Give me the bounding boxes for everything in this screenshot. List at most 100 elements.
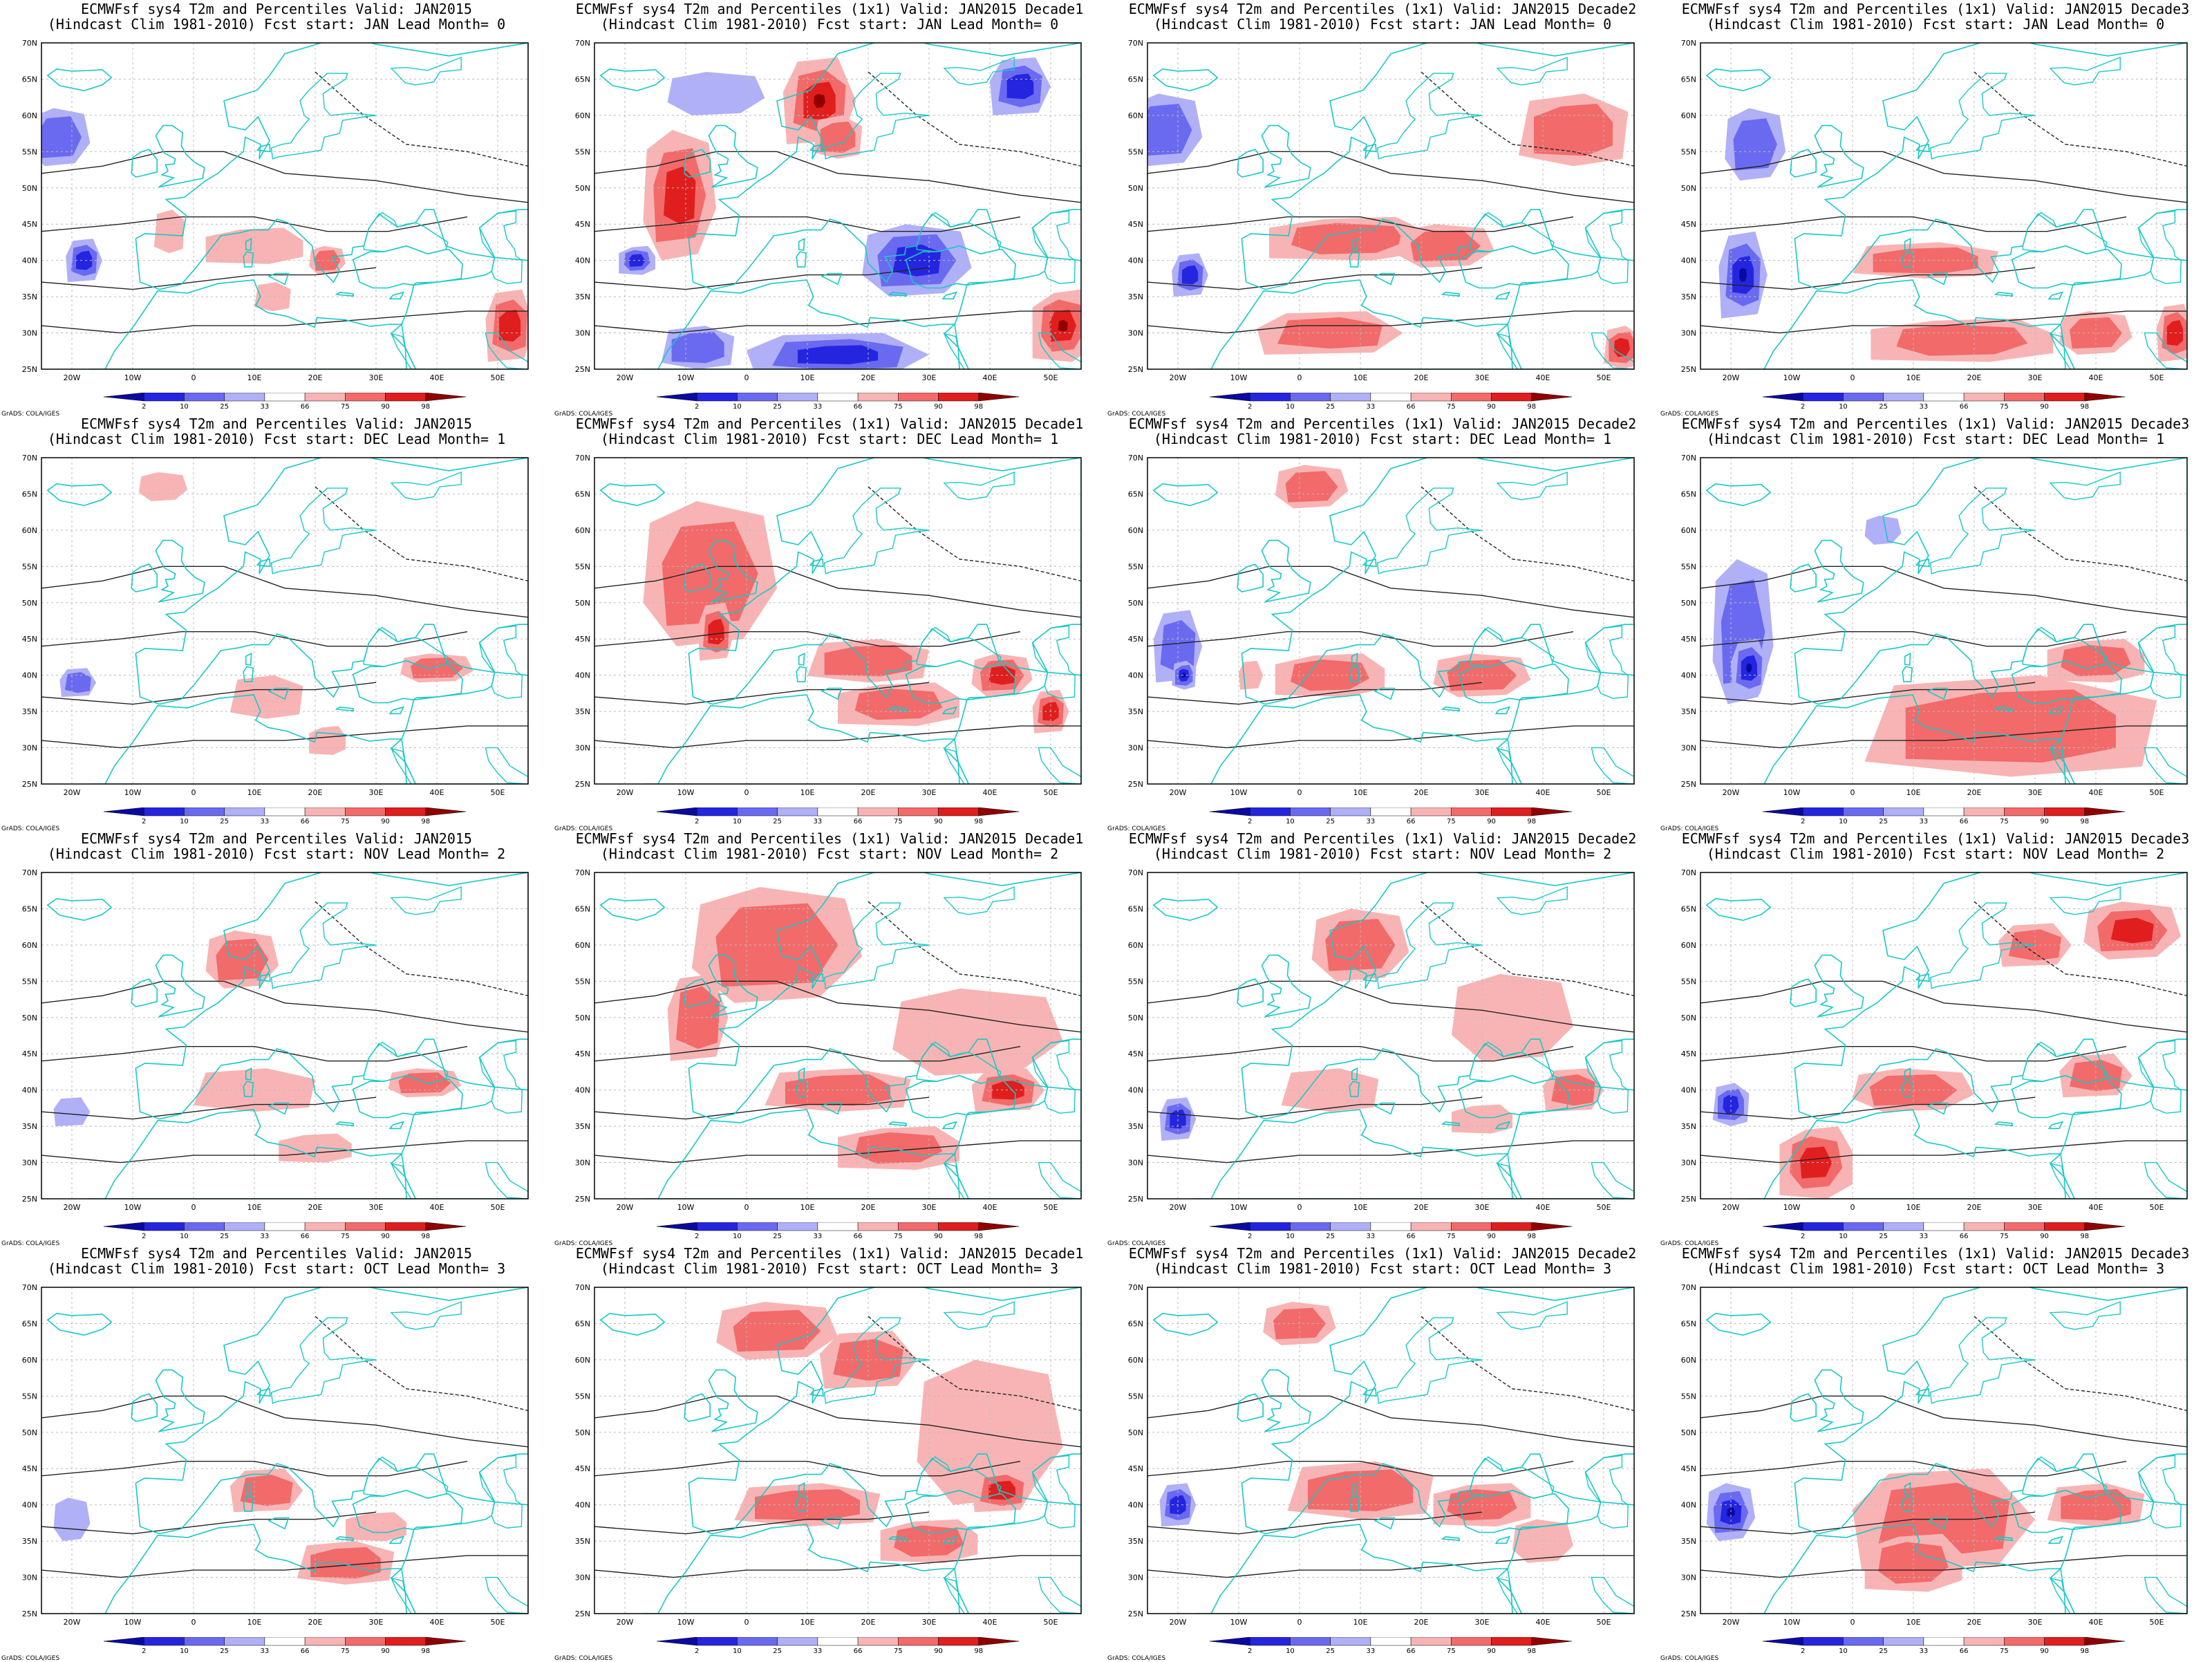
coastline	[1705, 483, 1772, 507]
map-frame	[41, 872, 529, 1199]
map-frame	[1147, 872, 1635, 1199]
coastline	[1374, 1102, 1396, 1115]
coastline	[1374, 687, 1396, 700]
lat-label: 30N	[1681, 1159, 1696, 1168]
coastline	[388, 706, 405, 715]
colorbar-label: 90	[1487, 818, 1496, 824]
temperature-contour	[1974, 901, 2187, 996]
lat-label: 60N	[575, 1356, 590, 1365]
coastline	[1152, 68, 1219, 92]
coastline	[2011, 245, 2122, 289]
coastline	[1441, 1121, 1461, 1126]
coastline	[256, 143, 271, 153]
coastline	[798, 1482, 805, 1495]
colorbar-cell	[345, 1222, 386, 1231]
lat-label: 55N	[1128, 147, 1143, 156]
coastline	[352, 245, 463, 289]
colorbar-cell	[1531, 1637, 1572, 1646]
colorbar-label: 90	[2040, 1647, 2049, 1654]
coastline	[1376, 1317, 1483, 1404]
anomaly-shading	[1864, 515, 1902, 545]
lat-label: 25N	[1681, 1609, 1696, 1618]
coastline	[954, 671, 1081, 784]
lat-label: 60N	[22, 941, 37, 950]
coastline	[270, 1317, 377, 1404]
lat-label: 70N	[1128, 868, 1143, 877]
lon-label: 50E	[1044, 1203, 1058, 1212]
colorbar-cell	[104, 1222, 144, 1231]
coastline	[270, 73, 377, 160]
coastline	[821, 1102, 843, 1115]
colorbar-label: 75	[894, 1233, 903, 1239]
lon-label: 20W	[617, 788, 634, 797]
coastline	[1494, 1121, 1511, 1130]
coastline	[823, 73, 930, 160]
coastline	[1794, 458, 2187, 705]
colorbar-label: 98	[1527, 818, 1536, 824]
colorbar-cell	[1923, 1222, 1965, 1231]
coastline	[245, 237, 252, 251]
lat-label: 40N	[22, 1086, 37, 1095]
coastline	[1195, 279, 1513, 369]
temperature-contour	[315, 486, 528, 581]
lat-label: 50N	[1128, 599, 1143, 608]
temperature-contour	[315, 71, 528, 167]
colorbar-cell	[857, 393, 899, 402]
lon-label: 0	[1297, 788, 1302, 797]
coastline	[2137, 625, 2182, 699]
colorbar-label: 90	[934, 1233, 943, 1239]
lon-label: 10W	[124, 788, 142, 797]
coastline	[243, 251, 254, 268]
lat-label: 70N	[1681, 1283, 1696, 1292]
anomaly-shading	[153, 209, 185, 254]
lon-label: 50E	[1597, 788, 1611, 797]
coastline	[1507, 1501, 1634, 1614]
coastline	[954, 1086, 1081, 1199]
map-plot: 70N 65N 60N 55N 50N 45N 40N 35N 30N 25N 20W 10W 0 10E…	[22, 454, 529, 797]
coastline	[1195, 694, 1513, 784]
coastline	[688, 458, 1081, 705]
lon-label: 50E	[491, 1618, 505, 1627]
coastline	[1349, 666, 1360, 682]
lon-label: 10W	[677, 788, 695, 797]
coastline	[401, 671, 528, 784]
coastline	[155, 954, 205, 1018]
coastline	[401, 256, 528, 369]
map-plot: 70N 65N 60N 55N 50N 45N 40N 35N 30N 25N 20W 10W 0 10E…	[575, 39, 1082, 382]
coastline	[943, 1162, 969, 1199]
coastline	[390, 333, 416, 369]
lat-label: 30N	[1128, 744, 1143, 753]
coastline	[1915, 1388, 1930, 1397]
colorbar-label: 2	[1248, 1233, 1252, 1239]
coastline	[245, 652, 252, 666]
lat-label: 65N	[1128, 75, 1143, 84]
lon-label: 20W	[64, 373, 81, 382]
lat-label: 50N	[1681, 1428, 1696, 1437]
temperature-contour	[315, 1316, 528, 1411]
coastline	[155, 539, 205, 603]
coastline	[1902, 666, 1913, 682]
coastline	[796, 251, 807, 268]
lat-label: 50N	[1128, 1428, 1143, 1437]
lat-label: 25N	[575, 365, 590, 374]
lat-label: 55N	[1128, 1392, 1143, 1401]
coastline	[1241, 43, 1634, 290]
lat-label: 35N	[1681, 292, 1696, 301]
lat-label: 50N	[1128, 184, 1143, 193]
temperature-contour	[315, 901, 528, 996]
colorbar-label: 75	[894, 818, 903, 824]
colorbar-label: 75	[1447, 1647, 1456, 1654]
lat-label: 60N	[1681, 1356, 1696, 1365]
colorbar-cell	[1410, 393, 1452, 402]
coastline	[1591, 1576, 1634, 1614]
colorbar-label: 98	[2080, 403, 2089, 409]
lon-label: 20W	[1723, 788, 1740, 797]
lon-label: 40E	[430, 1203, 444, 1212]
panel-title: ECMWFsf sys4 T2m and Percentiles (1x1) V…	[1128, 1245, 1637, 1262]
coastline	[1496, 1577, 1522, 1614]
grads-credit: GrADS: COLA/IGES	[1107, 411, 1166, 418]
colorbar-cell	[777, 1637, 818, 1646]
lon-label: 30E	[369, 788, 384, 797]
colorbar-cell	[425, 1637, 466, 1646]
